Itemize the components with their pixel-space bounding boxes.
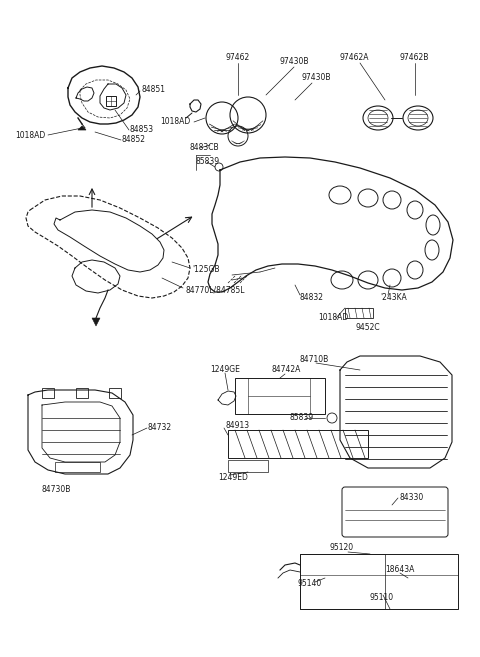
Text: 1249GE: 1249GE xyxy=(210,365,240,374)
Text: 1018AD: 1018AD xyxy=(160,118,190,127)
Text: 1249ED: 1249ED xyxy=(218,474,248,482)
Text: 84330: 84330 xyxy=(400,493,424,503)
Text: 95120: 95120 xyxy=(330,543,354,553)
Text: 97430B: 97430B xyxy=(280,58,310,66)
Text: 1018AD: 1018AD xyxy=(318,313,348,323)
Text: 84913: 84913 xyxy=(225,420,249,430)
Text: 97462: 97462 xyxy=(226,53,250,62)
Text: 84853: 84853 xyxy=(130,125,154,135)
Text: 85839: 85839 xyxy=(196,158,220,166)
Text: 97430B: 97430B xyxy=(302,74,332,83)
Text: 84832: 84832 xyxy=(300,294,324,302)
Polygon shape xyxy=(78,126,86,130)
Text: 84730B: 84730B xyxy=(42,486,72,495)
Text: 97462A: 97462A xyxy=(340,53,370,62)
Text: 9452C: 9452C xyxy=(355,323,380,332)
Text: 95110: 95110 xyxy=(370,593,394,602)
Text: 84710B: 84710B xyxy=(300,355,329,365)
Text: 95140: 95140 xyxy=(298,579,322,589)
Text: 97462B: 97462B xyxy=(400,53,430,62)
Text: 18643A: 18643A xyxy=(385,566,414,574)
Text: 84852: 84852 xyxy=(122,135,146,145)
Text: '243KA: '243KA xyxy=(380,294,407,302)
Text: 1018AD: 1018AD xyxy=(15,131,45,139)
Polygon shape xyxy=(92,318,100,326)
Text: 85839: 85839 xyxy=(290,413,314,422)
Text: 84742A: 84742A xyxy=(272,365,301,374)
Text: 8483CB: 8483CB xyxy=(190,143,220,152)
Text: 84770L/84785L: 84770L/84785L xyxy=(185,286,244,294)
Text: 84732: 84732 xyxy=(148,424,172,432)
Text: '125GB: '125GB xyxy=(192,265,219,275)
Text: 84851: 84851 xyxy=(142,85,166,95)
